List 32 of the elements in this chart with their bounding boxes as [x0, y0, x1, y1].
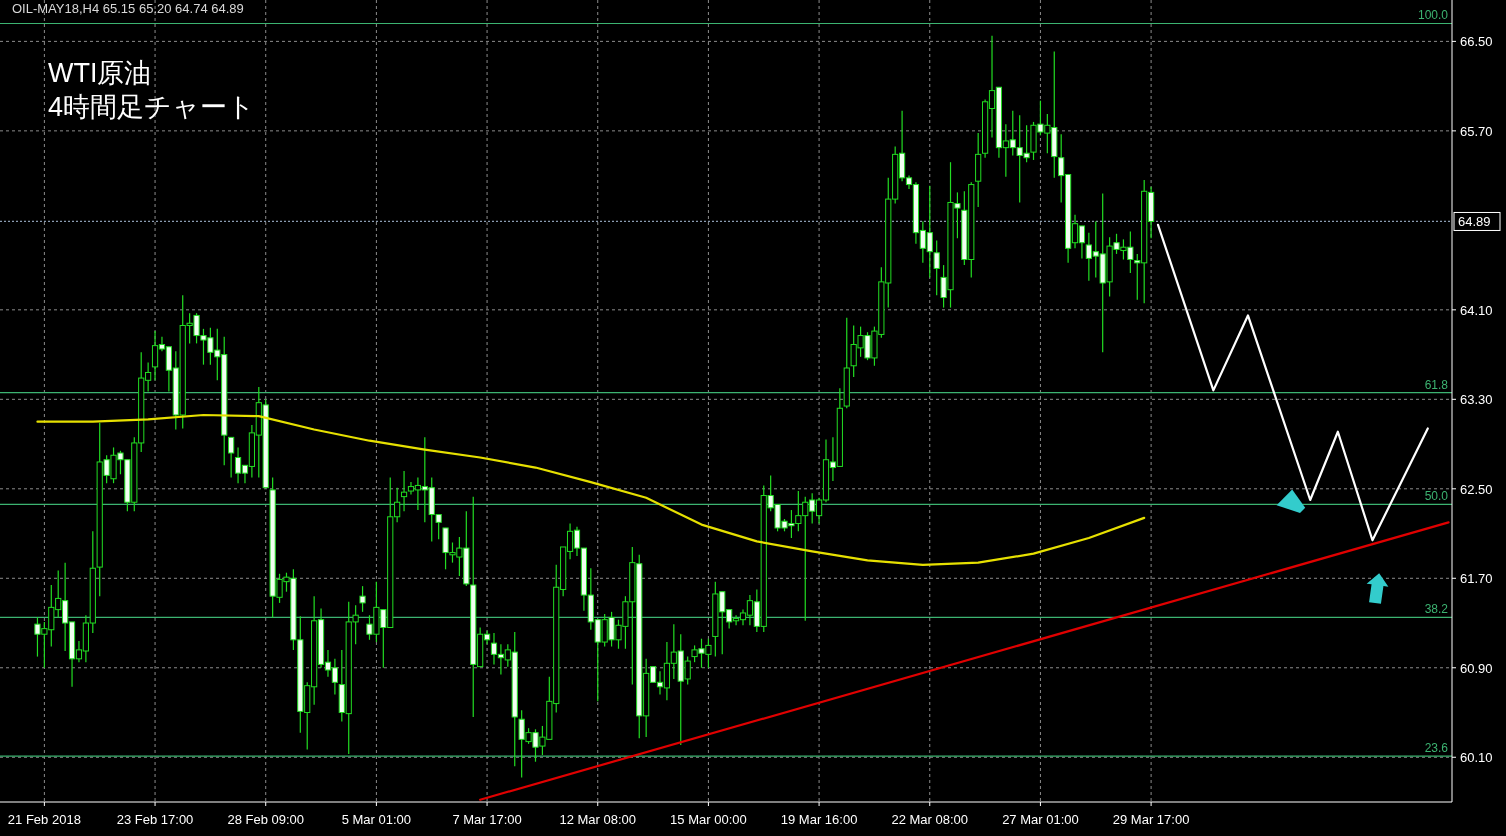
x-tick-label: 7 Mar 17:00 [452, 812, 522, 827]
candlestick [933, 239, 940, 296]
x-tick-label: 23 Feb 17:00 [116, 812, 194, 827]
y-tick-label: 63.30 [1460, 392, 1493, 408]
y-tick-label: 61.70 [1460, 571, 1493, 587]
annotation: 38.2 [1424, 602, 1449, 617]
x-tick-label: 28 Feb 09:00 [227, 812, 305, 827]
annotation: 100.0 [1417, 8, 1449, 23]
y-tick-label: 62.50 [1460, 481, 1493, 497]
annotation: OIL-MAY18,H4 65.15 65.20 64.74 64.89 [12, 1, 244, 16]
y-tick-label: 64.10 [1460, 302, 1493, 318]
candlestick [359, 585, 366, 613]
y-tick-label: 60.90 [1460, 660, 1493, 676]
x-tick-label: 22 Mar 08:00 [891, 812, 969, 827]
x-tick-label: 27 Mar 01:00 [1002, 812, 1079, 827]
y-tick-label: 65.70 [1460, 123, 1493, 139]
ref-line-label: 64.89 [1458, 214, 1491, 230]
x-tick-label: 29 Mar 17:00 [1112, 812, 1190, 827]
text: 4時間足チャート [48, 92, 256, 122]
candlestick [228, 436, 235, 479]
text: WTI原油 [48, 58, 152, 88]
x-tick-label: 15 Mar 00:00 [670, 812, 747, 827]
x-tick-label: 12 Mar 08:00 [559, 812, 637, 827]
x-tick-label: 5 Mar 01:00 [341, 812, 412, 827]
annotation: 50.0 [1424, 489, 1449, 504]
annotation: 23.6 [1424, 741, 1449, 756]
candlestick [400, 470, 408, 512]
annotation: 61.8 [1424, 377, 1449, 392]
x-tick-label: 21 Feb 2018 [7, 812, 81, 827]
y-tick-label: 66.50 [1460, 34, 1493, 50]
y-tick-label: 60.10 [1460, 750, 1493, 766]
x-tick-label: 19 Mar 16:00 [780, 812, 858, 827]
